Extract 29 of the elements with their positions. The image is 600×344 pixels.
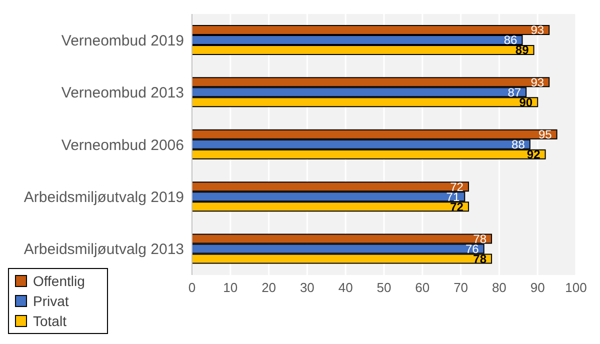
x-tick-label: 90: [530, 280, 545, 296]
x-tick-label: 80: [492, 280, 506, 296]
x-tick-label: 70: [454, 280, 468, 296]
x-tick-label: 100: [565, 280, 587, 296]
legend-label: Privat: [33, 293, 69, 309]
data-label: 93: [530, 75, 544, 90]
x-tick-label: 10: [223, 280, 238, 296]
data-label: 89: [515, 43, 530, 58]
data-label: 90: [519, 95, 533, 110]
data-label: 78: [473, 252, 487, 266]
y-tick-label: Verneombud 2019: [61, 32, 184, 50]
x-tick-label: 40: [338, 280, 353, 296]
x-tick-label: 30: [300, 280, 314, 296]
y-tick-label: Arbeidsmiljøutvalg 2019: [24, 189, 184, 206]
data-label: 92: [526, 148, 541, 162]
data-label: 88: [512, 138, 526, 152]
data-label: 86: [504, 33, 518, 48]
data-label: 95: [538, 128, 552, 142]
x-tick-label: 60: [415, 280, 430, 296]
x-tick-label: 20: [262, 280, 276, 296]
y-tick-label: Verneombud 2013: [61, 84, 184, 102]
legend-label: Offentlig: [33, 273, 85, 289]
y-tick-label: Arbeidsmiljøutvalg 2013: [24, 241, 184, 258]
data-label: 93: [530, 23, 544, 38]
x-tick-label: 50: [376, 280, 392, 296]
x-tick-label: 0: [188, 280, 196, 296]
y-tick-label: Verneombud 2006: [61, 136, 184, 154]
data-label: 87: [508, 85, 522, 100]
legend-label: Totalt: [33, 313, 66, 329]
